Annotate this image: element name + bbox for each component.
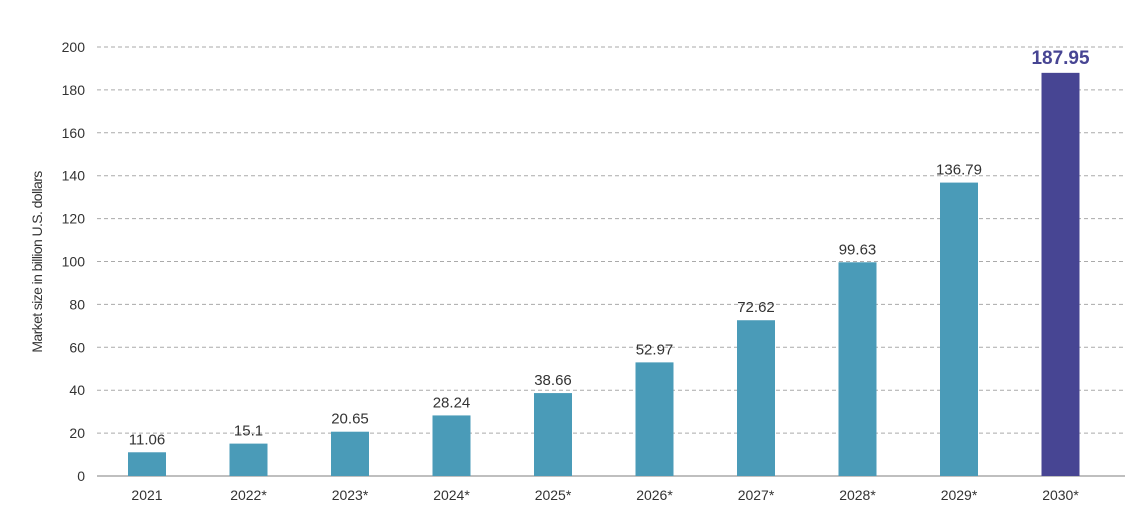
bar: [737, 320, 775, 476]
x-tick-label: 2028*: [839, 487, 876, 503]
bar: [128, 452, 166, 476]
value-label: 28.24: [433, 394, 471, 411]
bar: [635, 362, 674, 476]
y-axis-label: Market size in billion U.S. dollars: [29, 171, 45, 353]
value-labels: 11.06 15.1 20.65 28.24 38.66 52.97 72.62 99.63 1…: [129, 48, 1090, 448]
y-tick-label: 160: [62, 125, 86, 141]
value-label: 38.66: [534, 372, 572, 389]
y-tick-label: 180: [62, 82, 86, 98]
bar: [229, 443, 268, 476]
bar: [940, 182, 978, 476]
bar: [331, 431, 369, 476]
x-tick-label: 2030*: [1042, 487, 1079, 503]
value-label: 99.63: [839, 241, 877, 258]
bar: [534, 393, 572, 476]
x-tick-label: 2027*: [738, 487, 775, 503]
x-tick-label: 2025*: [535, 487, 572, 503]
y-tick-label: 80: [69, 296, 85, 312]
value-label: 11.06: [129, 431, 165, 448]
y-tick-label: 200: [62, 39, 86, 55]
value-label: 136.79: [936, 162, 982, 179]
x-tick-label: 2024*: [433, 487, 470, 503]
x-tick-label: 2021: [131, 487, 162, 503]
bar: [1041, 72, 1080, 476]
x-tick-label: 2026*: [636, 487, 673, 503]
x-tick-label: 2023*: [332, 487, 369, 503]
y-tick-label: 60: [69, 339, 85, 355]
y-axis-ticks: 0 20 40 60 80 100 120 140 160 180 200: [62, 39, 86, 484]
y-tick-label: 40: [69, 382, 85, 398]
y-tick-label: 120: [62, 211, 86, 227]
value-label: 20.65: [331, 411, 369, 428]
bar: [432, 415, 471, 476]
y-tick-label: 20: [69, 425, 85, 441]
grid-lines: [97, 46, 1125, 434]
y-tick-label: 100: [62, 254, 86, 270]
x-axis-ticks: 2021 2022* 2023* 2024* 2025* 2026* 2027* 2028* 2…: [131, 487, 1079, 503]
bars: [128, 72, 1080, 476]
value-label: 72.62: [737, 299, 775, 316]
value-label: 15.1: [234, 423, 263, 440]
value-label: 52.97: [636, 341, 674, 358]
y-tick-label: 0: [77, 468, 85, 484]
x-tick-label: 2022*: [230, 487, 267, 503]
value-label: 187.95: [1031, 48, 1090, 69]
y-tick-label: 140: [62, 168, 86, 184]
bar: [838, 262, 877, 476]
x-tick-label: 2029*: [941, 487, 978, 503]
